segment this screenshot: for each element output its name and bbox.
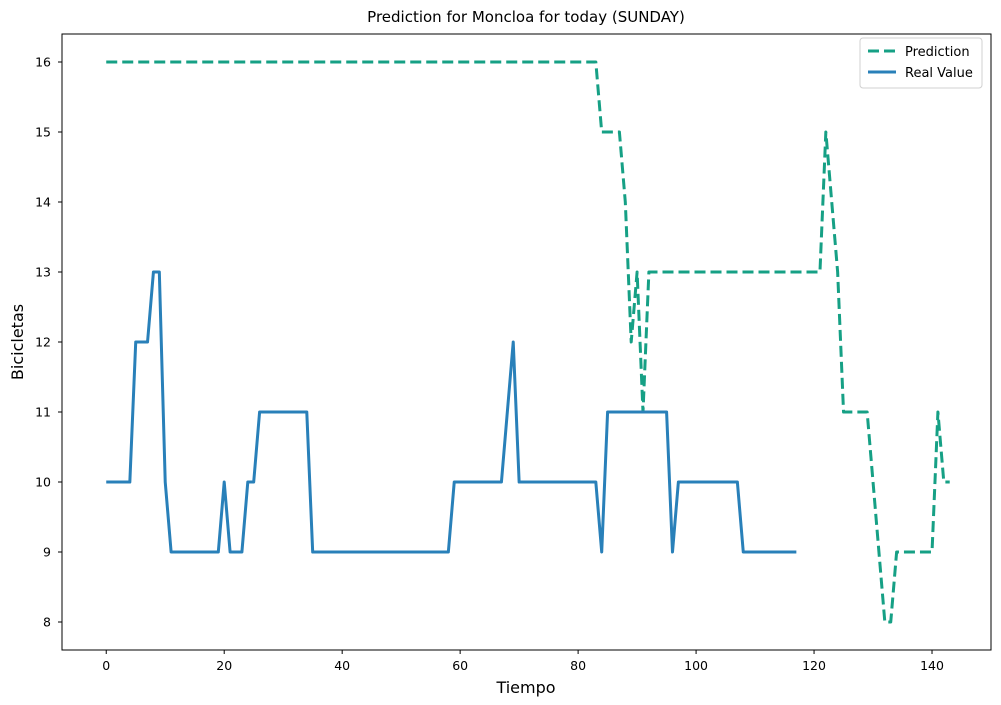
series-line-real-value: [106, 270, 797, 554]
y-tick-label: 8: [43, 615, 51, 630]
x-tick-label: 60: [452, 658, 468, 673]
x-tick-label: 0: [102, 658, 110, 673]
series-layer: [106, 60, 950, 624]
legend-label-real-value: Real Value: [905, 66, 973, 81]
y-axis-ticks: 8 9 10 11 12 13 14 15 16: [35, 55, 62, 630]
x-tick-label: 80: [570, 658, 586, 673]
y-tick-label: 15: [35, 125, 51, 140]
x-tick-label: 120: [802, 658, 826, 673]
x-axis-label: Tiempo: [495, 678, 555, 697]
legend: Prediction Real Value: [859, 37, 983, 89]
y-tick-label: 10: [35, 475, 51, 490]
y-tick-label: 12: [35, 335, 51, 350]
plot-area: [62, 34, 991, 650]
x-tick-label: 20: [216, 658, 232, 673]
chart-title: Prediction for Moncloa for today (SUNDAY…: [367, 8, 685, 26]
y-tick-label: 11: [35, 405, 51, 420]
y-tick-label: 14: [35, 195, 51, 210]
series-line-prediction: [106, 60, 950, 624]
y-tick-label: 13: [35, 265, 51, 280]
y-tick-label: 16: [35, 55, 51, 70]
legend-label-prediction: Prediction: [905, 45, 970, 60]
y-axis-label: Bicicletas: [8, 304, 27, 380]
x-tick-label: 100: [684, 658, 708, 673]
y-tick-label: 9: [43, 545, 51, 560]
x-tick-label: 40: [334, 658, 350, 673]
x-axis-ticks: 0 20 40 60 80 100 120 140: [102, 650, 944, 673]
x-tick-label: 140: [920, 658, 944, 673]
